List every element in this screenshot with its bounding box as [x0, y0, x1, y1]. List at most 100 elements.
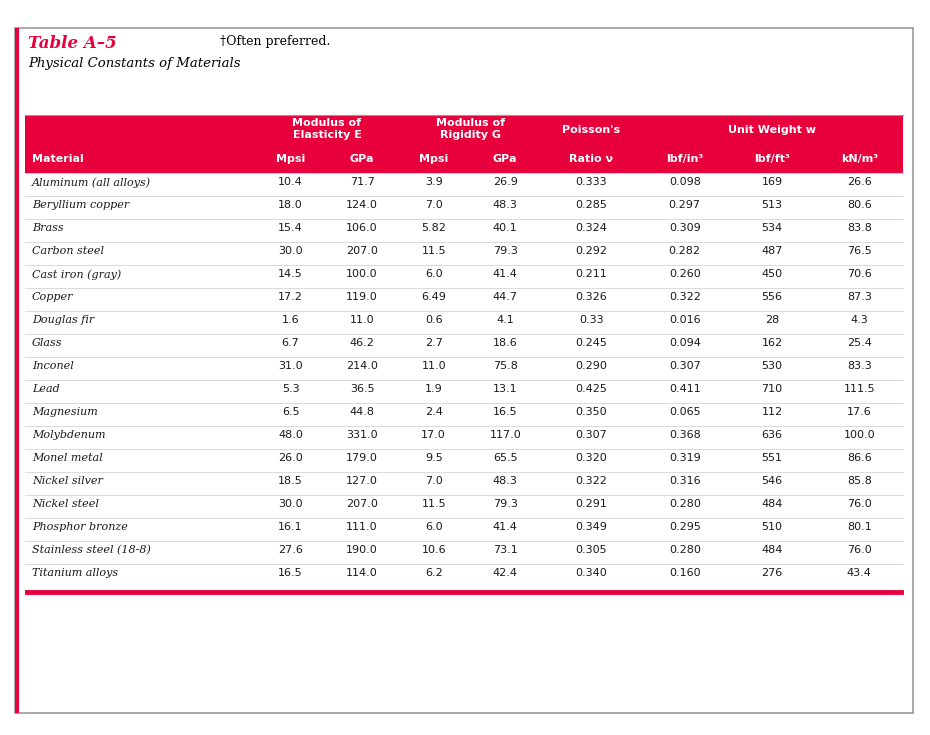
Text: Magnesium: Magnesium	[32, 407, 98, 417]
Text: 0.280: 0.280	[669, 499, 700, 509]
Text: 0.285: 0.285	[576, 200, 607, 210]
Text: 70.6: 70.6	[847, 269, 871, 279]
Text: 100.0: 100.0	[346, 269, 378, 279]
Text: 0.33: 0.33	[579, 315, 604, 325]
Text: Aluminum (all alloys): Aluminum (all alloys)	[32, 177, 151, 187]
Text: 0.282: 0.282	[669, 246, 700, 256]
Text: 42.4: 42.4	[493, 568, 518, 578]
Text: 14.5: 14.5	[278, 269, 303, 279]
Text: 11.5: 11.5	[421, 499, 446, 509]
Text: Beryllium copper: Beryllium copper	[32, 200, 129, 210]
Text: 4.1: 4.1	[497, 315, 514, 325]
Text: 0.322: 0.322	[576, 476, 607, 486]
Text: 0.316: 0.316	[669, 476, 700, 486]
Text: 0.411: 0.411	[669, 384, 700, 394]
Text: 41.4: 41.4	[493, 522, 518, 532]
Text: 9.5: 9.5	[425, 453, 443, 463]
Text: 13.1: 13.1	[493, 384, 517, 394]
Text: Cast iron (gray): Cast iron (gray)	[32, 269, 121, 279]
Text: 6.2: 6.2	[425, 568, 443, 578]
Text: Poisson's: Poisson's	[563, 125, 620, 135]
Text: 11.5: 11.5	[421, 246, 446, 256]
Text: Nickel silver: Nickel silver	[32, 476, 103, 486]
Text: 41.4: 41.4	[493, 269, 518, 279]
Text: 5.82: 5.82	[421, 223, 446, 233]
Text: 487: 487	[762, 246, 783, 256]
Text: Carbon steel: Carbon steel	[32, 246, 104, 256]
Text: 73.1: 73.1	[493, 545, 518, 555]
Text: 0.322: 0.322	[669, 292, 700, 302]
Text: 44.8: 44.8	[350, 407, 375, 417]
Text: 530: 530	[762, 361, 782, 371]
Text: 7.0: 7.0	[425, 476, 443, 486]
Text: Glass: Glass	[32, 338, 62, 348]
Text: 124.0: 124.0	[346, 200, 379, 210]
Text: 0.324: 0.324	[576, 223, 607, 233]
Text: Lead: Lead	[32, 384, 60, 394]
Text: 0.305: 0.305	[576, 545, 607, 555]
Text: 0.333: 0.333	[576, 177, 607, 187]
Text: 11.0: 11.0	[421, 361, 446, 371]
Text: 25.4: 25.4	[847, 338, 871, 348]
Text: 0.065: 0.065	[669, 407, 700, 417]
Text: 0.292: 0.292	[576, 246, 607, 256]
Text: Mpsi: Mpsi	[276, 154, 305, 164]
Text: 0.326: 0.326	[576, 292, 607, 302]
Text: 18.0: 18.0	[278, 200, 303, 210]
Text: Phosphor bronze: Phosphor bronze	[32, 522, 127, 532]
Text: 0.295: 0.295	[669, 522, 700, 532]
Text: 76.5: 76.5	[847, 246, 871, 256]
Text: 10.4: 10.4	[278, 177, 303, 187]
Text: Table A–5: Table A–5	[28, 35, 117, 52]
Bar	[15, 28, 19, 713]
Text: 76.0: 76.0	[847, 545, 871, 555]
Text: Physical Constants of Materials: Physical Constants of Materials	[28, 57, 241, 70]
Text: 48.3: 48.3	[493, 476, 518, 486]
Text: Brass: Brass	[32, 223, 63, 233]
Text: 0.319: 0.319	[669, 453, 700, 463]
Text: Nickel steel: Nickel steel	[32, 499, 99, 509]
Text: 1.6: 1.6	[282, 315, 299, 325]
Text: 0.297: 0.297	[669, 200, 700, 210]
Text: 0.260: 0.260	[669, 269, 700, 279]
Text: 710: 710	[762, 384, 782, 394]
Text: 207.0: 207.0	[346, 246, 379, 256]
Text: 43.4: 43.4	[847, 568, 871, 578]
Text: 114.0: 114.0	[346, 568, 378, 578]
Text: 6.7: 6.7	[282, 338, 299, 348]
Text: 112: 112	[762, 407, 782, 417]
Text: 79.3: 79.3	[493, 246, 518, 256]
Text: 16.5: 16.5	[278, 568, 303, 578]
Text: 6.5: 6.5	[282, 407, 299, 417]
Text: 484: 484	[762, 545, 783, 555]
Text: 6.49: 6.49	[421, 292, 446, 302]
Text: 15.4: 15.4	[278, 223, 303, 233]
Bar	[25, 115, 903, 173]
Text: 26.0: 26.0	[278, 453, 303, 463]
Text: 331.0: 331.0	[346, 430, 378, 440]
Text: 17.2: 17.2	[278, 292, 303, 302]
Text: 10.6: 10.6	[421, 545, 446, 555]
Text: 30.0: 30.0	[278, 246, 303, 256]
Text: Monel metal: Monel metal	[32, 453, 102, 463]
Text: Ratio ν: Ratio ν	[569, 154, 613, 164]
Text: kN/m³: kN/m³	[841, 154, 878, 164]
Text: 0.309: 0.309	[669, 223, 700, 233]
Text: 18.6: 18.6	[493, 338, 518, 348]
Text: 40.1: 40.1	[493, 223, 518, 233]
Text: Inconel: Inconel	[32, 361, 73, 371]
Text: 83.8: 83.8	[847, 223, 871, 233]
Text: 6.0: 6.0	[425, 269, 443, 279]
Text: 75.8: 75.8	[493, 361, 518, 371]
Text: 636: 636	[762, 430, 782, 440]
Text: Douglas fir: Douglas fir	[32, 315, 94, 325]
Text: 85.8: 85.8	[847, 476, 871, 486]
Text: Modulus of
Rigidity G: Modulus of Rigidity G	[435, 118, 505, 140]
Text: 30.0: 30.0	[278, 499, 303, 509]
Text: 5.3: 5.3	[282, 384, 299, 394]
Text: Copper: Copper	[32, 292, 73, 302]
Text: 207.0: 207.0	[346, 499, 379, 509]
Text: 546: 546	[762, 476, 782, 486]
Text: 0.340: 0.340	[576, 568, 607, 578]
Text: 0.160: 0.160	[669, 568, 700, 578]
